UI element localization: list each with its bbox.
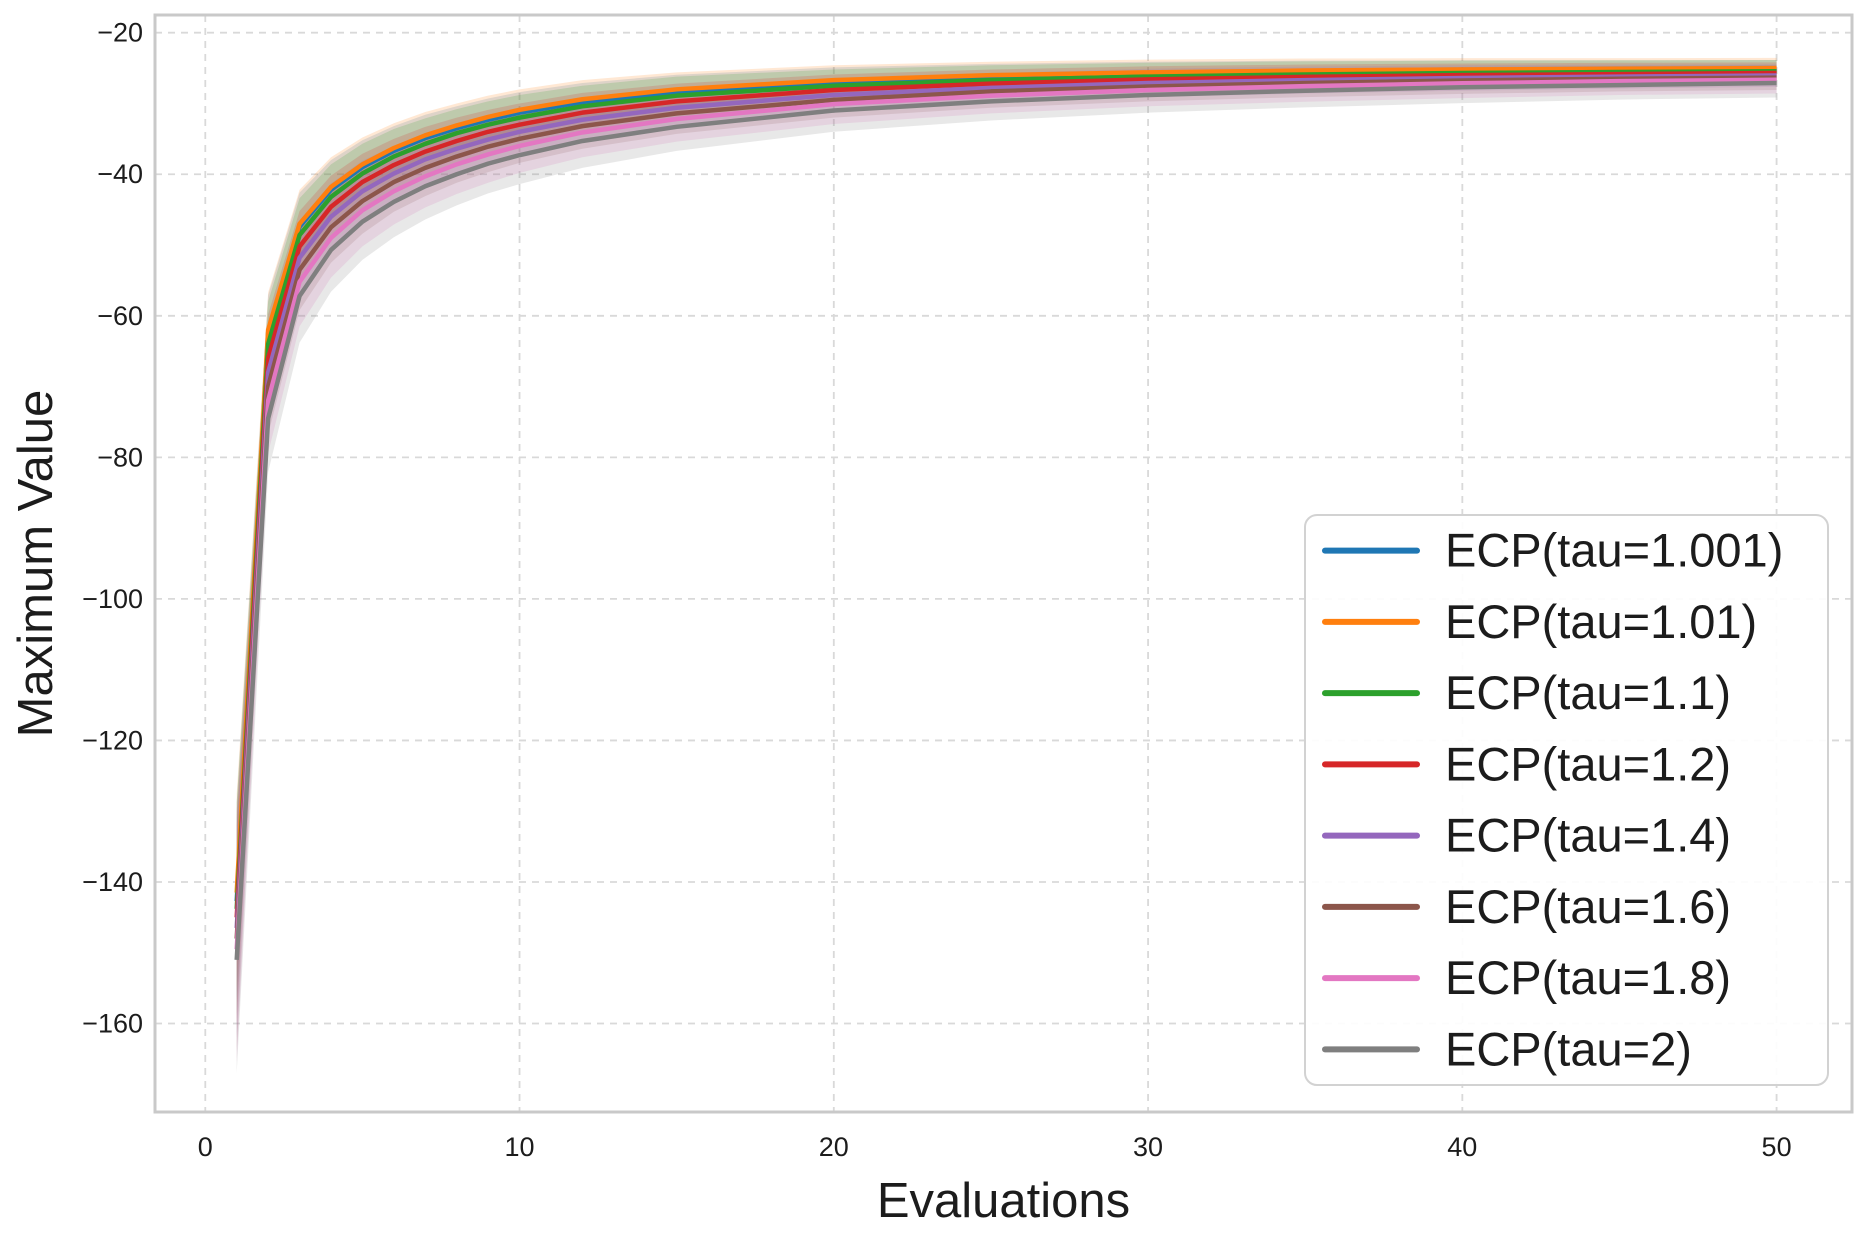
legend-item: ECP(tau=1.2) [1322, 737, 1731, 790]
y-tick-label: −20 [97, 18, 143, 48]
x-axis-label: Evaluations [877, 1174, 1130, 1228]
y-tick-label: −160 [82, 1009, 143, 1039]
series-line [234, 80, 1777, 960]
legend-item: ECP(tau=2) [1322, 1022, 1692, 1075]
confidence-band [236, 64, 1777, 1038]
y-tick-label: −140 [82, 867, 143, 897]
legend-label: ECP(tau=1.6) [1445, 880, 1731, 933]
x-tick-label: 30 [1133, 1132, 1163, 1162]
axes-spines [153, 13, 1854, 1114]
legend-box [1304, 514, 1829, 1086]
legend-label: ECP(tau=2) [1445, 1022, 1692, 1075]
legend-label: ECP(tau=1.8) [1445, 951, 1731, 1004]
confidence-band [236, 59, 1777, 1016]
series-line [234, 73, 1777, 929]
series-line [234, 75, 1777, 939]
x-tick-label: 40 [1447, 1132, 1477, 1162]
x-tick-label: 10 [505, 1132, 535, 1162]
y-tick-label: −120 [82, 725, 143, 755]
legend-item: ECP(tau=1.01) [1322, 595, 1757, 648]
y-tick-label: −100 [82, 584, 143, 614]
x-tick-labels: 0 10 20 30 40 50 [198, 1132, 1792, 1162]
series-line [234, 70, 1777, 918]
legend-label: ECP(tau=1.01) [1445, 595, 1757, 648]
x-tick-label: 20 [819, 1132, 849, 1162]
legend-item: ECP(tau=1.8) [1322, 951, 1731, 1004]
series-line [234, 69, 1777, 910]
series-line [234, 65, 1777, 893]
series-lines [234, 65, 1777, 960]
legend: ECP(tau=1.001) ECP(tau=1.01) ECP(tau=1.1) E… [1304, 514, 1829, 1086]
series-line [234, 77, 1777, 950]
legend-item: ECP(tau=1.6) [1322, 880, 1731, 933]
legend-item: ECP(tau=1.001) [1322, 524, 1783, 577]
confidence-band [236, 65, 1777, 1052]
legend-label: ECP(tau=1.2) [1445, 737, 1731, 790]
legend-item: ECP(tau=1.1) [1322, 666, 1731, 719]
x-tick-label: 0 [198, 1132, 213, 1162]
y-tick-label: −80 [97, 442, 143, 472]
legend-label: ECP(tau=1.001) [1445, 524, 1783, 577]
y-tick-labels: −160 −140 −120 −100 −80 −60 −40 −20 [82, 18, 143, 1039]
legend-item: ECP(tau=1.4) [1322, 809, 1731, 862]
legend-label: ECP(tau=1.4) [1445, 809, 1731, 862]
y-tick-label: −40 [97, 159, 143, 189]
y-tick-label: −60 [97, 301, 143, 331]
x-tick-label: 50 [1762, 1132, 1792, 1162]
plot-frame [153, 13, 1854, 1114]
y-axis-label: Maximum Value [9, 390, 63, 738]
legend-label: ECP(tau=1.1) [1445, 666, 1731, 719]
